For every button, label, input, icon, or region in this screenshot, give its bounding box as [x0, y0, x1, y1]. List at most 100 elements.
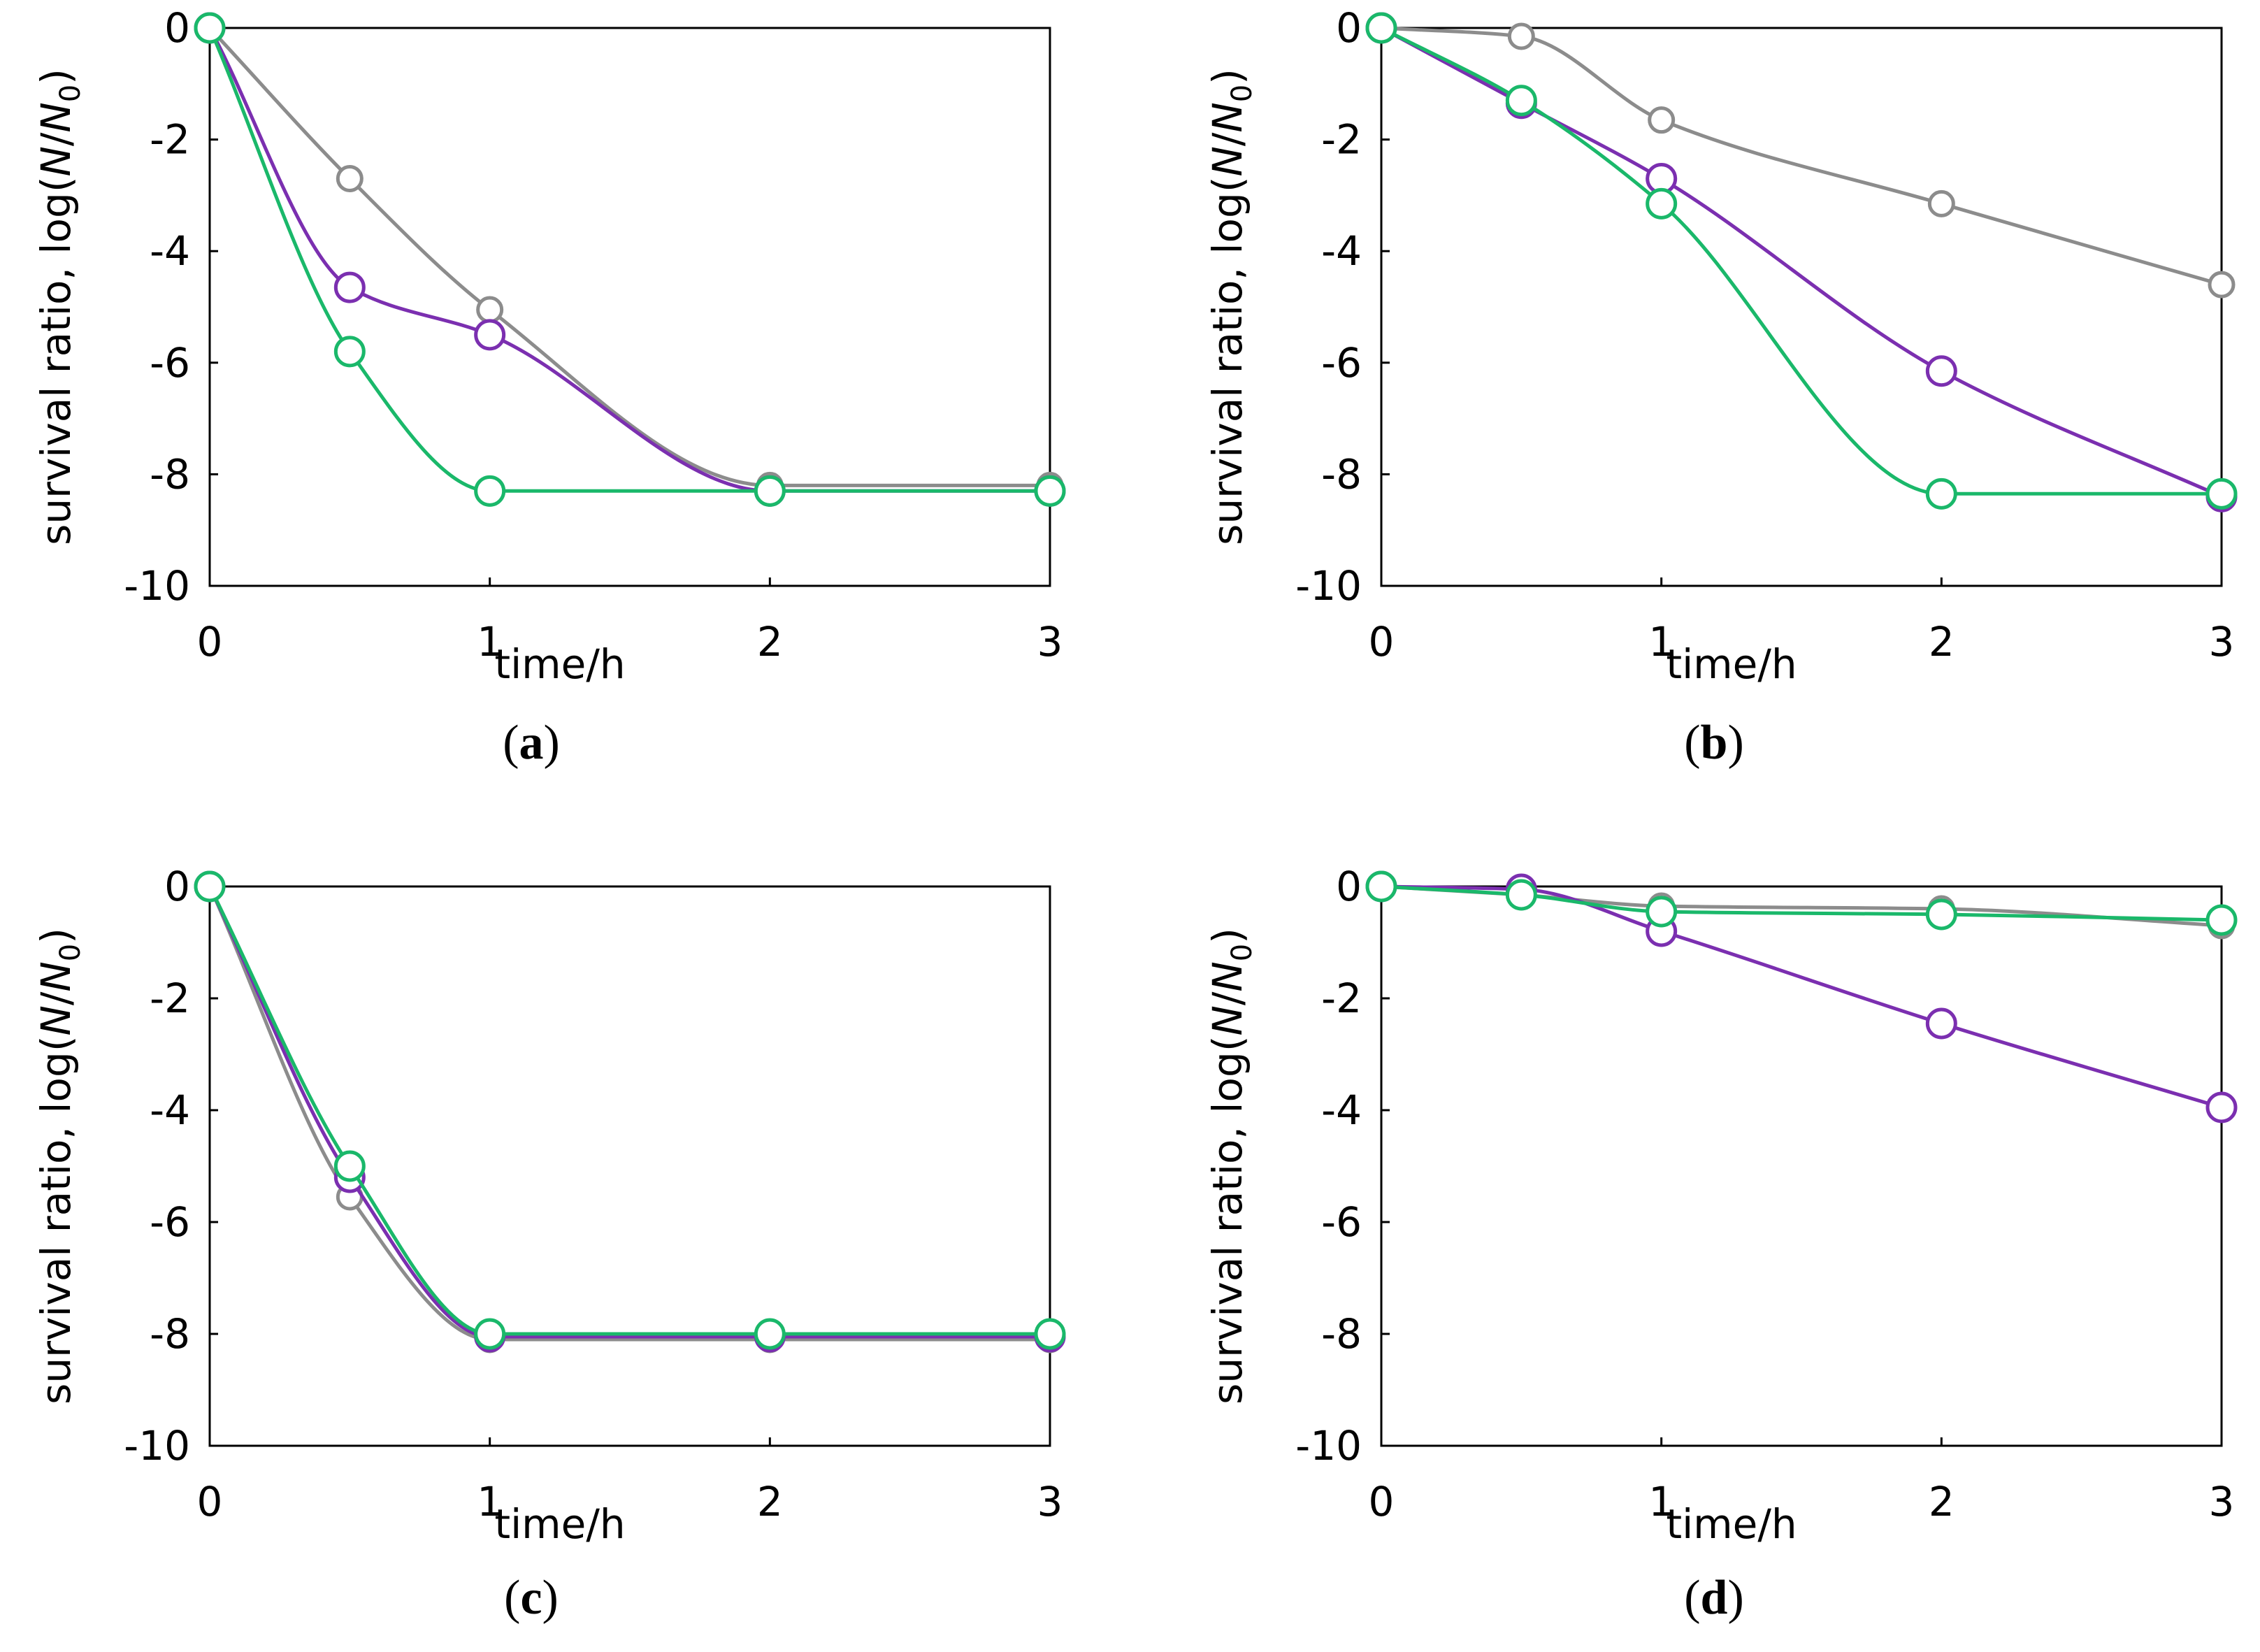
panel-label-open: ( — [1684, 716, 1700, 770]
y-tick-label: -10 — [124, 562, 190, 610]
y-axis-title-suffix: ) — [32, 928, 80, 944]
y-axis-title-n: N — [32, 146, 80, 176]
panel-label: (d) — [1684, 1571, 1744, 1625]
y-axis-title-prefix: survival ratio, log( — [32, 1036, 80, 1405]
series-line-green — [1380, 26, 2222, 496]
y-tick-label: 0 — [1336, 863, 1362, 910]
data-point-green — [1034, 1318, 1066, 1350]
x-axis-title: time/h — [1666, 1500, 1797, 1548]
panel-label: (b) — [1684, 716, 1744, 770]
panel-label-letter: a — [519, 716, 544, 770]
x-tick-label: 1 — [1648, 1478, 1674, 1525]
series-line-purple — [208, 885, 1050, 1339]
data-point-green — [754, 475, 786, 507]
x-tick-label: 2 — [757, 618, 783, 666]
x-tick-label: 1 — [477, 618, 503, 666]
data-point-gray — [1507, 22, 1535, 50]
data-point-green — [333, 1150, 366, 1182]
y-axis-title-sub: 0 — [55, 85, 87, 102]
y-tick-label: 0 — [164, 4, 190, 52]
data-point-green — [1925, 477, 1957, 510]
x-axis-title: time/h — [1666, 640, 1797, 688]
data-point-green — [754, 1318, 786, 1350]
series-line-gray — [1381, 26, 2222, 287]
y-axis-title-n: N — [32, 1005, 80, 1035]
data-point-gray — [1648, 106, 1676, 134]
data-point-green — [1925, 898, 1957, 931]
data-point-purple — [1925, 355, 1957, 387]
x-tick-label: 3 — [2209, 1478, 2235, 1525]
panel-label: (a) — [503, 716, 560, 770]
y-axis-title: survival ratio, log(N/N0) — [1204, 69, 1258, 545]
data-point-purple — [2205, 1091, 2238, 1123]
y-tick-label: -2 — [150, 116, 190, 164]
data-point-green — [333, 336, 366, 368]
x-tick-label: 3 — [2209, 618, 2235, 666]
y-axis-title: survival ratio, log(N/N0) — [32, 928, 87, 1405]
plot-frame — [208, 27, 1051, 587]
x-tick-label: 3 — [1037, 618, 1063, 666]
x-tick-label: 0 — [197, 618, 223, 666]
x-tick-label: 0 — [197, 1478, 223, 1525]
y-axis-title-n0: N — [32, 961, 80, 991]
y-axis-title-sub: 0 — [1226, 85, 1258, 102]
plot-frame — [208, 885, 1051, 1447]
y-axis-title-slash: / — [1204, 132, 1251, 146]
data-point-purple — [333, 271, 366, 303]
panel-label-letter: c — [520, 1571, 542, 1625]
series-line-green — [1381, 884, 2222, 922]
y-axis-title: survival ratio, log(N/N0) — [32, 69, 87, 545]
y-tick-label: -10 — [1295, 562, 1362, 610]
panel-label: (c) — [504, 1571, 559, 1625]
series-line-gray — [208, 885, 1050, 1342]
data-point-gray — [476, 296, 504, 324]
data-point-green — [1646, 187, 1678, 220]
y-tick-label: -6 — [1321, 1198, 1362, 1246]
x-tick-label: 1 — [477, 1478, 503, 1525]
x-tick-label: 3 — [1037, 1478, 1063, 1525]
panel-label-open: ( — [504, 1571, 520, 1625]
y-tick-label: -6 — [1321, 339, 1362, 387]
series-line-green — [208, 27, 1050, 493]
x-axis-title: time/h — [494, 640, 625, 688]
y-tick-label: -4 — [1321, 227, 1362, 275]
series-line-gray — [208, 27, 1050, 487]
data-point-purple — [474, 319, 506, 351]
panel-label-open: ( — [1684, 1571, 1700, 1625]
series-line-purple — [208, 27, 1050, 493]
data-point-green — [1505, 879, 1537, 911]
data-point-green — [194, 870, 226, 903]
y-axis-title-slash: / — [32, 132, 80, 146]
y-tick-label: -2 — [150, 975, 190, 1022]
x-axis-title: time/h — [494, 1500, 625, 1548]
y-tick-label: -10 — [124, 1422, 190, 1470]
data-point-green — [194, 12, 226, 44]
panel-label-letter: d — [1701, 1571, 1728, 1625]
data-point-green — [1505, 85, 1537, 117]
y-tick-label: -2 — [1321, 116, 1362, 164]
y-tick-label: -4 — [150, 227, 190, 275]
y-tick-label: -8 — [1321, 450, 1362, 498]
data-point-green — [1646, 896, 1678, 928]
y-tick-label: -2 — [1321, 975, 1362, 1022]
data-point-gray — [336, 164, 364, 192]
y-tick-label: -6 — [150, 1198, 190, 1246]
y-axis-title-suffix: ) — [1204, 928, 1251, 944]
y-axis-title-prefix: survival ratio, log( — [32, 177, 80, 545]
data-point-green — [474, 475, 506, 507]
panel-label-close: ) — [1727, 716, 1743, 770]
series-line-purple — [1381, 884, 2222, 1109]
x-tick-label: 2 — [1929, 618, 1955, 666]
plot-frame — [1380, 27, 2223, 587]
data-point-green — [2205, 904, 2238, 936]
y-axis-title-slash: / — [32, 991, 80, 1005]
series-line-green — [208, 885, 1051, 1336]
data-point-gray — [2208, 271, 2236, 299]
y-axis-title-n: N — [1204, 146, 1251, 176]
y-tick-label: -8 — [1321, 1310, 1362, 1358]
series-line-purple — [1380, 26, 2223, 498]
